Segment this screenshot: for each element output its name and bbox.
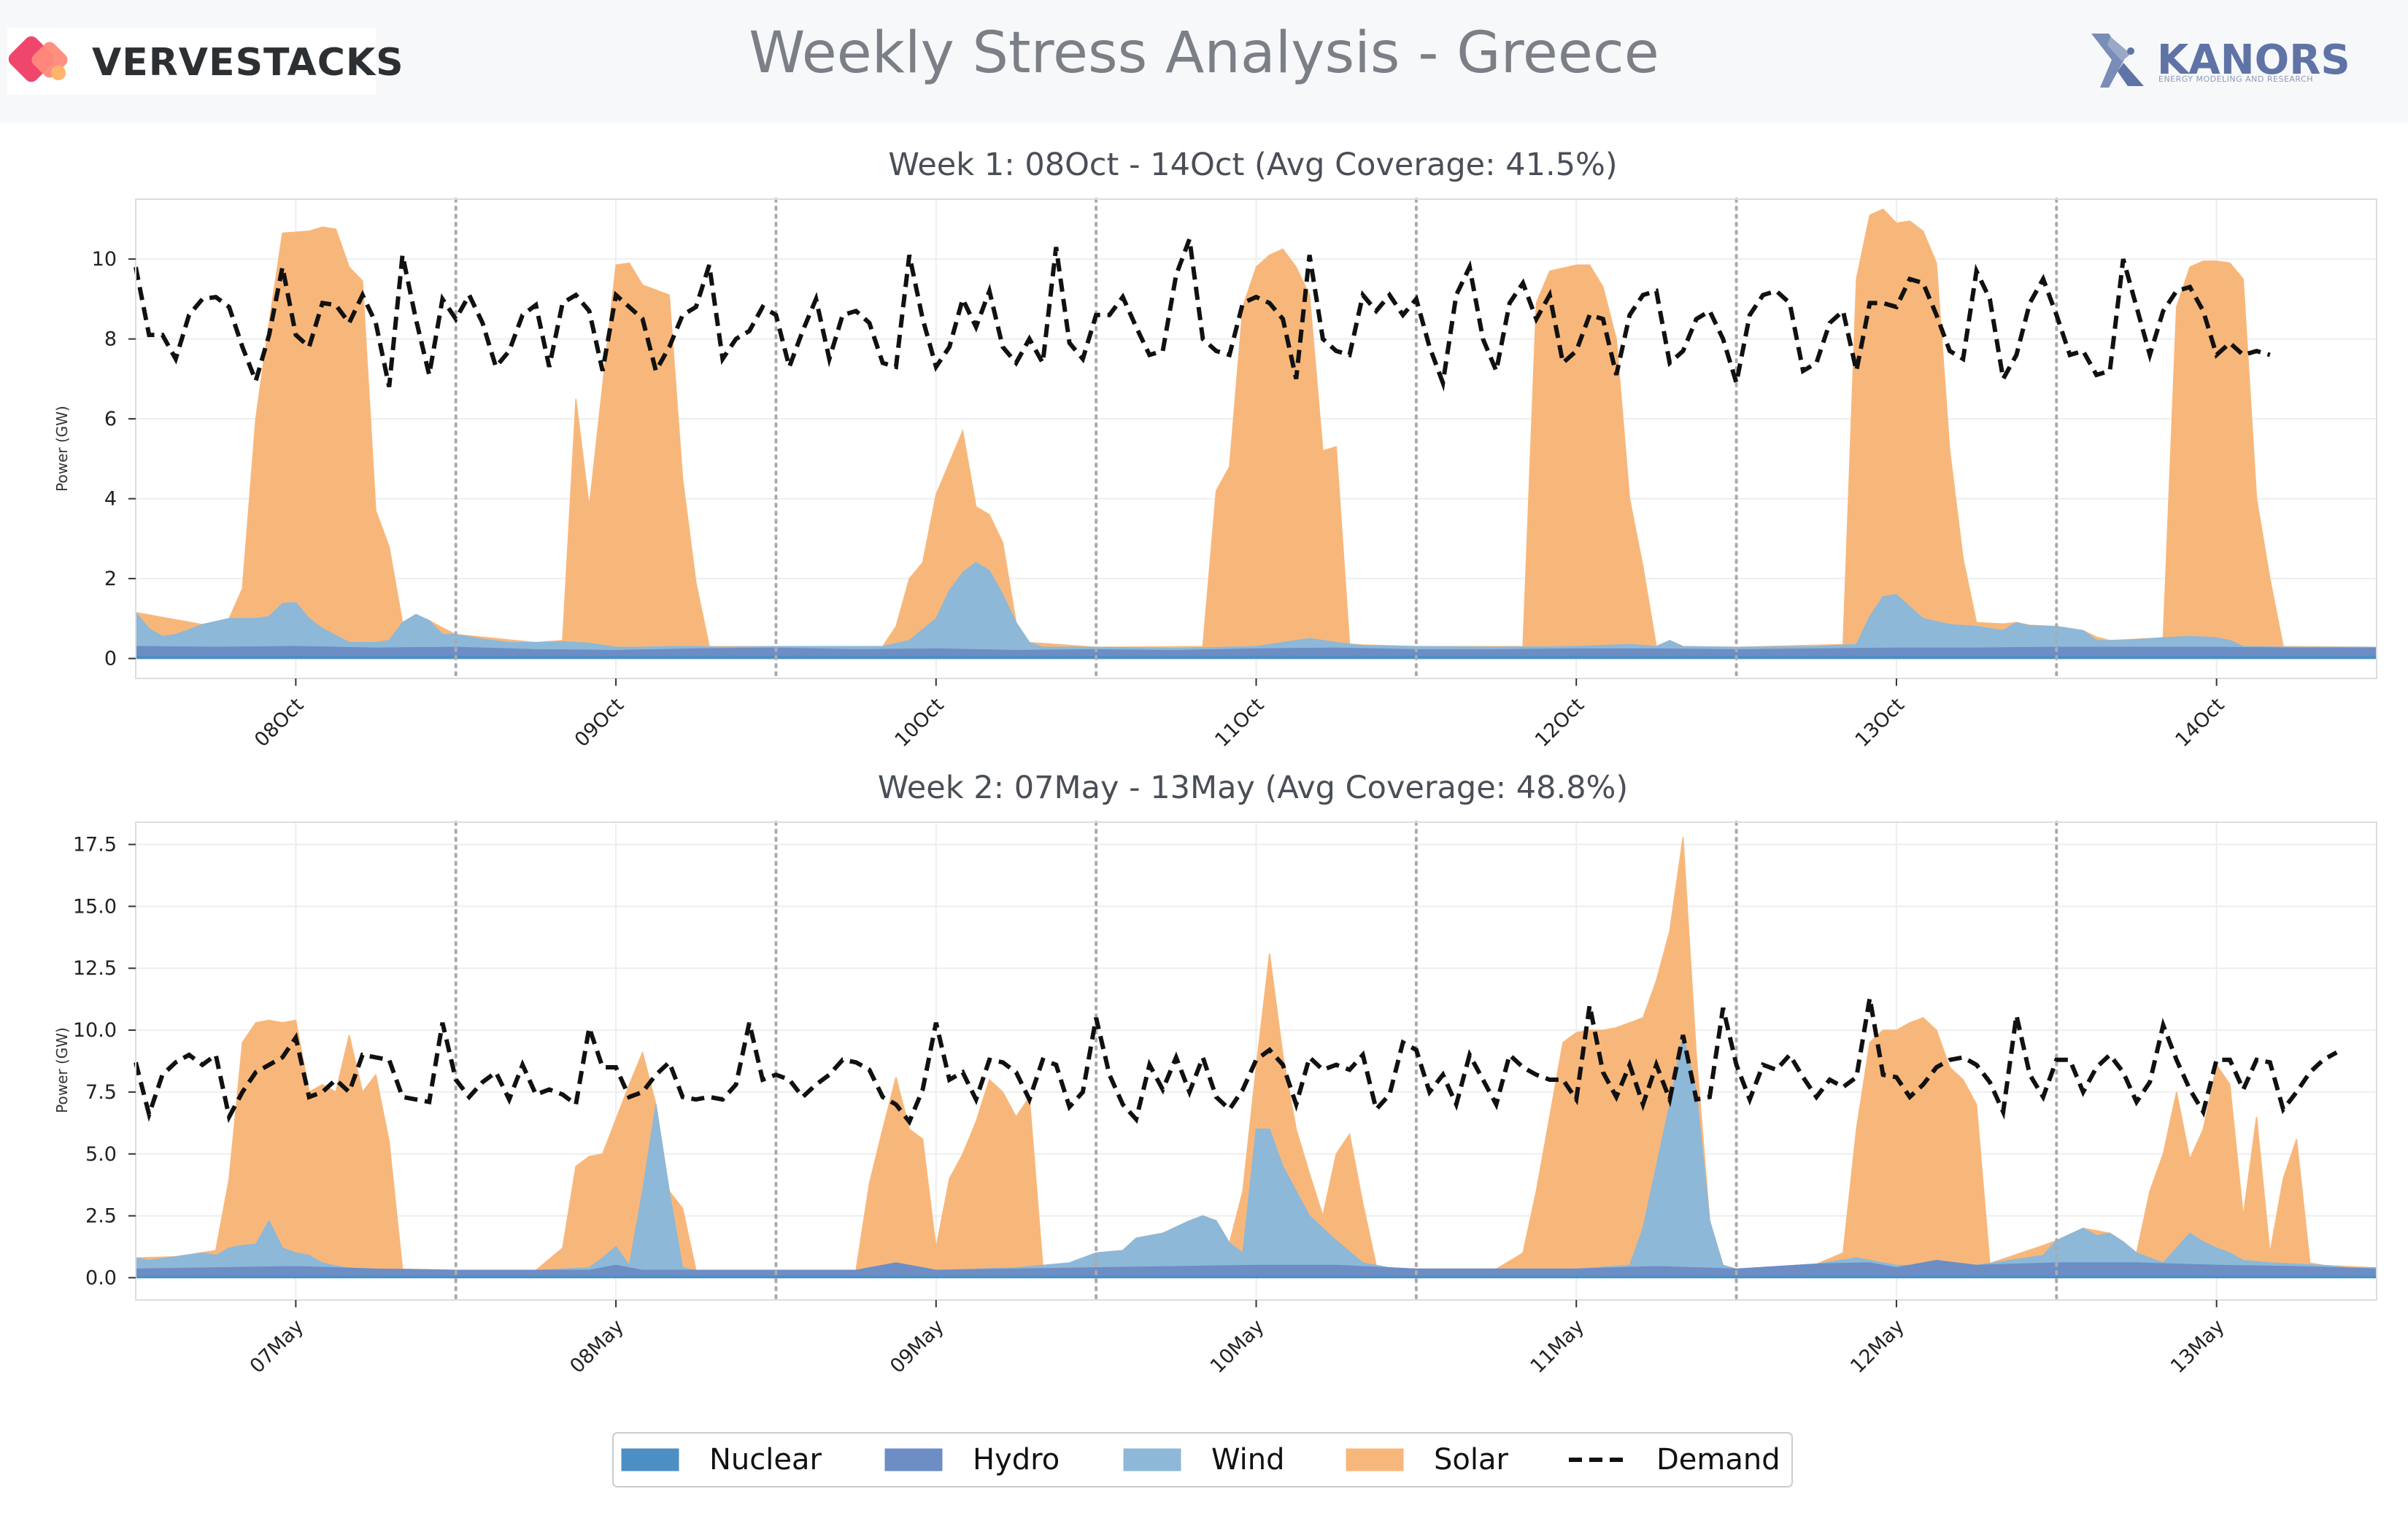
page-header: VERVESTACKS Weekly Stress Analysis - Gre… xyxy=(0,0,2408,123)
legend-hydro-swatch xyxy=(884,1448,943,1471)
week-1-demand-line xyxy=(134,238,2271,392)
legend-solar-label: Solar xyxy=(1434,1443,1508,1477)
kanors-wordmark: KANORS xyxy=(2157,36,2350,84)
week-2-y-tick-label: 5.0 xyxy=(85,1143,117,1166)
week-1-y-tick-label: 10 xyxy=(92,248,117,271)
week-2-y-tick-label: 2.5 xyxy=(85,1205,117,1228)
week-1-y-tick-label: 2 xyxy=(104,568,117,590)
week-2-x-tick-label: 11May xyxy=(1526,1315,1589,1378)
kanors-mark-icon xyxy=(2091,34,2144,88)
week-2-y-tick-label: 10.0 xyxy=(73,1019,117,1042)
legend-wind-swatch xyxy=(1123,1448,1181,1471)
week-1-y-tick-label: 6 xyxy=(104,408,117,430)
week-2-y-tick-label: 12.5 xyxy=(73,957,117,980)
week-2-y-tick-label: 7.5 xyxy=(85,1081,117,1104)
legend-hydro-label: Hydro xyxy=(973,1443,1060,1477)
week-2-x-tick-label: 12May xyxy=(1846,1315,1909,1378)
legend-solar-swatch xyxy=(1346,1448,1404,1471)
week-2-x-tick-label: 08May xyxy=(566,1315,628,1378)
week-2-x-tick-label: 07May xyxy=(246,1315,309,1378)
week-2-y-tick-label: 0.0 xyxy=(85,1266,117,1289)
week-2-y-axis-label: Power (GW) xyxy=(53,1027,71,1113)
week-2-demand-line xyxy=(134,997,2338,1126)
legend-demand-label: Demand xyxy=(1656,1443,1780,1477)
kanors-tagline: ENERGY MODELING AND RESEARCH xyxy=(2158,74,2313,84)
vervestacks-mark-icon xyxy=(8,36,68,82)
week-2-y-tick-label: 15.0 xyxy=(73,895,117,918)
week-2-y-tick-label: 17.5 xyxy=(73,834,117,856)
page-title: Weekly Stress Analysis - Greece xyxy=(749,20,1659,86)
week-2-nuclear-area xyxy=(135,1276,2377,1279)
week-1-y-tick-label: 0 xyxy=(104,648,117,670)
week-2-chart-title: Week 2: 07May - 13May (Avg Coverage: 48.… xyxy=(878,770,1628,806)
week-2-x-tick-label: 09May xyxy=(886,1315,949,1378)
week-1-y-tick-label: 8 xyxy=(104,328,117,351)
week-2-chart: Week 2: 07May - 13May (Avg Coverage: 48.… xyxy=(53,770,2377,1378)
week-1-x-tick-label: 09Oct xyxy=(571,694,628,751)
week-1-x-tick-label: 11Oct xyxy=(1211,694,1268,751)
kanors-logo: KANORS ENERGY MODELING AND RESEARCH xyxy=(2087,29,2350,95)
week-1-solar-area xyxy=(134,208,2377,649)
week-1-x-tick-label: 14Oct xyxy=(2171,694,2228,751)
chart-legend: Nuclear Hydro Wind Solar Demand xyxy=(612,1432,1793,1487)
week-1-nuclear-area xyxy=(135,656,2377,659)
vervestacks-logo: VERVESTACKS xyxy=(7,28,404,95)
week-1-x-tick-label: 10Oct xyxy=(891,694,949,751)
stress-analysis-charts: Week 1: 08Oct - 14Oct (Avg Coverage: 41.… xyxy=(53,147,2377,1487)
legend-frame xyxy=(612,1432,1793,1487)
legend-nuclear-label: Nuclear xyxy=(709,1443,822,1477)
vervestacks-wordmark: VERVESTACKS xyxy=(92,41,404,85)
week-1-chart-title: Week 1: 08Oct - 14Oct (Avg Coverage: 41.… xyxy=(888,147,1617,183)
week-1-y-axis-label: Power (GW) xyxy=(53,406,71,492)
week-1-y-tick-label: 4 xyxy=(104,488,117,511)
week-1-x-tick-label: 12Oct xyxy=(1531,694,1589,751)
week-1-x-tick-label: 13Oct xyxy=(1851,694,1909,751)
week-1-chart: Week 1: 08Oct - 14Oct (Avg Coverage: 41.… xyxy=(53,147,2377,751)
week-2-x-tick-label: 10May xyxy=(1206,1315,1269,1378)
legend-nuclear-swatch xyxy=(621,1448,679,1471)
week-2-x-tick-label: 13May xyxy=(2166,1315,2229,1378)
legend-wind-label: Wind xyxy=(1211,1443,1285,1477)
week-1-x-tick-label: 08Oct xyxy=(250,694,308,751)
